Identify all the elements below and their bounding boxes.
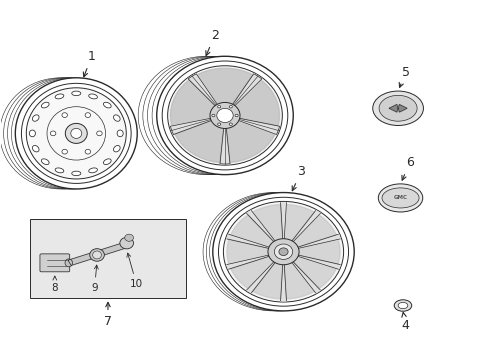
Ellipse shape [235,114,238,117]
Polygon shape [398,104,406,112]
Polygon shape [230,74,261,109]
Ellipse shape [274,244,292,260]
Ellipse shape [229,123,232,125]
Polygon shape [226,234,274,249]
Ellipse shape [72,171,81,176]
Ellipse shape [72,91,81,96]
Ellipse shape [55,94,64,99]
Polygon shape [225,119,275,163]
Polygon shape [288,258,320,293]
Text: 10: 10 [126,253,142,289]
Ellipse shape [157,56,293,175]
Ellipse shape [88,94,97,99]
Polygon shape [170,80,217,126]
Polygon shape [280,260,286,301]
Ellipse shape [381,188,418,208]
Ellipse shape [103,159,111,165]
Ellipse shape [372,91,423,126]
Ellipse shape [26,88,126,179]
Ellipse shape [278,248,287,256]
Ellipse shape [216,108,233,122]
Ellipse shape [378,184,422,212]
Ellipse shape [92,251,101,259]
Text: 6: 6 [401,156,413,180]
Ellipse shape [41,159,49,165]
Ellipse shape [212,193,353,311]
Polygon shape [288,211,320,245]
Ellipse shape [65,259,72,267]
Polygon shape [197,68,252,107]
Ellipse shape [117,130,123,137]
Ellipse shape [113,115,120,121]
Ellipse shape [167,66,282,165]
Ellipse shape [397,302,407,309]
Text: 8: 8 [51,276,58,293]
Ellipse shape [393,300,411,311]
Ellipse shape [211,114,215,117]
Ellipse shape [209,103,240,129]
Polygon shape [280,203,286,243]
Polygon shape [230,255,276,289]
Ellipse shape [103,102,111,108]
Ellipse shape [88,168,97,173]
Ellipse shape [217,123,220,125]
Ellipse shape [65,123,87,143]
Ellipse shape [378,95,416,121]
Polygon shape [292,234,340,249]
Polygon shape [290,215,336,248]
Ellipse shape [229,105,232,108]
Polygon shape [246,258,278,293]
Polygon shape [292,254,340,269]
Text: 7: 7 [104,302,112,328]
Ellipse shape [113,145,120,152]
Polygon shape [252,260,283,299]
Polygon shape [290,255,336,289]
Ellipse shape [62,149,67,154]
Bar [30,220,185,298]
Ellipse shape [223,202,343,302]
Polygon shape [226,239,272,264]
Ellipse shape [41,102,49,108]
Text: GMC: GMC [393,195,407,201]
Ellipse shape [32,145,39,152]
FancyBboxPatch shape [40,254,70,272]
Ellipse shape [97,131,102,136]
Ellipse shape [124,234,133,241]
Polygon shape [174,119,224,163]
Ellipse shape [85,149,90,154]
Polygon shape [388,104,397,112]
Polygon shape [294,239,339,264]
Polygon shape [68,242,128,265]
Polygon shape [230,215,276,248]
Polygon shape [170,117,215,135]
Ellipse shape [62,113,67,117]
Polygon shape [246,211,278,245]
Polygon shape [226,254,274,269]
Text: 1: 1 [83,50,95,77]
Polygon shape [252,204,283,244]
Polygon shape [188,74,219,109]
Ellipse shape [15,78,137,189]
Polygon shape [284,260,314,299]
Ellipse shape [29,130,35,137]
Polygon shape [284,204,314,244]
Ellipse shape [90,249,104,261]
Text: 3: 3 [292,165,305,191]
Text: 5: 5 [398,66,409,87]
Ellipse shape [267,239,299,265]
Polygon shape [220,124,229,164]
Ellipse shape [120,237,133,249]
Text: 4: 4 [401,312,409,332]
Ellipse shape [71,129,81,138]
Ellipse shape [55,168,64,173]
Text: 2: 2 [205,29,218,55]
Ellipse shape [32,115,39,121]
Ellipse shape [85,113,90,117]
Polygon shape [234,117,279,135]
Ellipse shape [217,105,220,108]
Ellipse shape [50,131,56,136]
Text: 9: 9 [91,265,98,293]
Polygon shape [232,80,279,126]
